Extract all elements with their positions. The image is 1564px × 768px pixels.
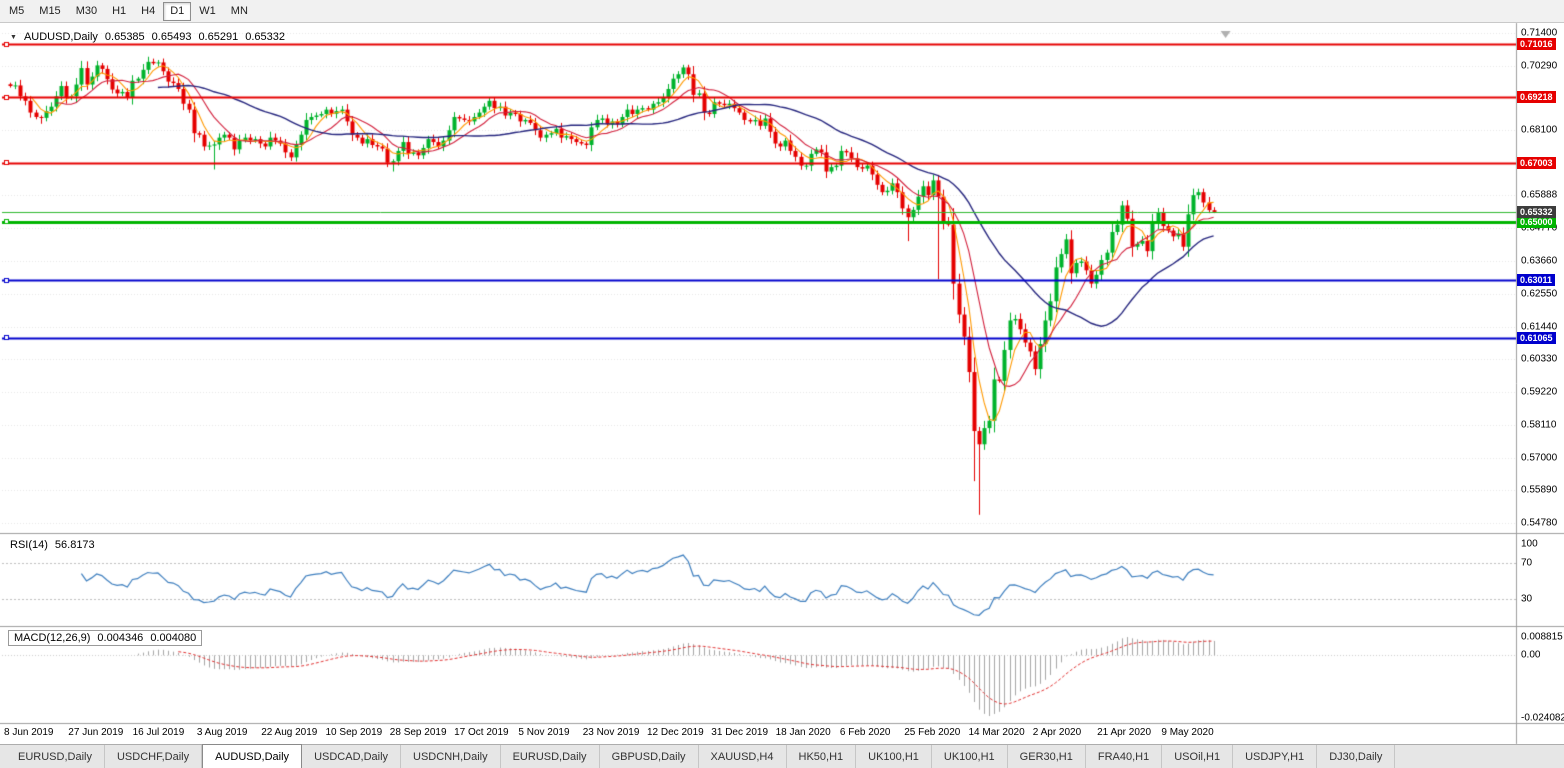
ohlc-low: 0.65291 [198,31,239,43]
price-axis-tick: 0.64770 [1521,222,1558,234]
date-axis-label: 25 Feb 2020 [904,727,961,738]
chart-tab-usdcad-daily[interactable]: USDCAD,Daily [302,745,402,768]
price-axis-tick: 0.62550 [1521,288,1558,300]
chart-tab-usdcnh-daily[interactable]: USDCNH,Daily [401,745,501,768]
date-axis-label: 2 Apr 2020 [1032,727,1082,738]
timeframe-button-m30[interactable]: M30 [75,4,98,17]
timeframe-button-d1[interactable]: D1 [163,1,192,21]
chart-tab-eurusd-daily[interactable]: EURUSD,Daily [501,745,600,768]
macd-axis-tick: 0.008815 [1521,631,1563,643]
level-badge-0.61065: 0.61065 [1517,331,1556,344]
ohlc-open: 0.65385 [104,31,145,43]
rsi-name: RSI(14) [10,539,48,551]
macd-value-main: 0.004346 [97,632,144,644]
level-badge-0.71016: 0.71016 [1517,38,1556,51]
price-axis-tick: 0.61440 [1521,321,1558,333]
rsi-axis-tick: 100 [1521,538,1538,550]
price-axis-tick: 0.71400 [1521,27,1558,39]
rsi-axis-tick: 30 [1521,593,1533,605]
price-axis-tick: 0.63660 [1521,255,1558,267]
level-badge-0.65000: 0.65000 [1517,215,1556,228]
level-badge-0.67003: 0.67003 [1517,156,1556,169]
price-axis-tick: 0.58110 [1521,419,1557,431]
date-axis-label: 21 Apr 2020 [1097,727,1152,738]
chart-tab-hk50-h1[interactable]: HK50,H1 [787,745,857,768]
date-axis-label: 9 May 2020 [1161,727,1214,738]
date-axis-label: 23 Nov 2019 [582,727,640,738]
timeframe-button-h4[interactable]: H4 [141,4,156,17]
macd-axis-tick: -0.024082 [1521,712,1564,724]
chart-tab-uk100-h1[interactable]: UK100,H1 [932,745,1008,768]
chart-tab-fra40-h1[interactable]: FRA40,H1 [1086,745,1163,768]
chart-tab-usoil-h1[interactable]: USOil,H1 [1162,745,1234,768]
date-axis-label: 12 Dec 2019 [647,727,704,738]
level-badge-0.63011: 0.63011 [1517,274,1556,287]
timeframe-button-w1[interactable]: W1 [199,4,216,17]
date-axis-label: 3 Aug 2019 [196,727,248,738]
date-axis-label: 8 Jun 2019 [4,727,54,738]
price-axis-tick: 0.60330 [1521,353,1558,365]
chart-tabs-bar: EURUSD,Daily USDCHF,Daily AUDUSD,Daily USDC… [0,744,1564,768]
rsi-axis-tick: 70 [1521,557,1533,569]
chart-tab-gbpusd-daily[interactable]: GBPUSD,Daily [600,745,699,768]
chart-tab-xauusd-h4[interactable]: XAUUSD,H4 [699,745,787,768]
chart-tab-uk100-h1[interactable]: UK100,H1 [856,745,932,768]
price-axis-tick: 0.55890 [1521,484,1558,496]
chart-tab-audusd-daily[interactable]: AUDUSD,Daily [202,744,303,768]
date-axis-label: 18 Jan 2020 [775,727,831,738]
macd-value-signal: 0.004080 [150,632,197,644]
date-axis-label: 17 Oct 2019 [454,727,509,738]
chart-tab-usdchf-daily[interactable]: USDCHF,Daily [105,745,203,768]
timeframe-button-m5[interactable]: M5 [9,4,25,17]
price-axis-tick: 0.70290 [1521,60,1558,72]
date-axis-label: 5 Nov 2019 [518,727,570,738]
date-axis-label: 22 Aug 2019 [261,727,318,738]
current-price-badge: 0.65332 [1517,205,1556,218]
date-axis-label: 6 Feb 2020 [839,727,891,738]
chart-marker-icon: ▼ [10,33,17,41]
ohlc-close: 0.65332 [245,31,285,43]
timeframe-toolbar: M5 M15 M30 H1 H4 D1 W1 MN [0,0,1564,23]
macd-indicator-label: MACD(12,26,9) 0.004346 0.004080 [8,630,203,646]
timeframe-button-m15[interactable]: M15 [39,4,61,17]
ohlc-high: 0.65493 [151,31,192,43]
date-axis-label: 14 Mar 2020 [968,727,1025,738]
chart-tab-ger30-h1[interactable]: GER30,H1 [1008,745,1086,768]
chart-tab-dj30-daily[interactable]: DJ30,Daily [1317,745,1396,768]
date-axis-label: 31 Dec 2019 [711,727,769,738]
price-axis-tick: 0.65888 [1521,189,1558,201]
price-axis-tick: 0.57000 [1521,452,1558,464]
level-badge-0.69218: 0.69218 [1517,91,1556,104]
rsi-indicator-label: RSI(14) 56.8173 [10,539,95,551]
date-axis-label: 10 Sep 2019 [325,727,383,738]
price-axis-tick: 0.54780 [1521,517,1558,529]
chart-tab-usdjpy-h1[interactable]: USDJPY,H1 [1233,745,1318,768]
macd-name: MACD(12,26,9) [14,632,91,644]
date-axis-label: 28 Sep 2019 [389,727,447,738]
timeframe-button-h1[interactable]: H1 [112,4,127,17]
macd-axis-tick: 0.00 [1521,649,1541,661]
price-axis-tick: 0.59220 [1521,386,1558,398]
chart-tab-eurusd-daily[interactable]: EURUSD,Daily [6,745,105,768]
chart-symbol: AUDUSD,Daily [23,31,98,43]
timeframe-button-mn[interactable]: MN [230,4,248,17]
price-axis-tick: 0.68100 [1521,124,1558,136]
date-axis-label: 16 Jul 2019 [132,727,185,738]
rsi-value: 56.8173 [54,539,95,551]
date-axis-label: 27 Jun 2019 [68,727,124,738]
chart-title: ▼ AUDUSD,Daily 0.65385 0.65493 0.65291 0… [10,31,285,43]
